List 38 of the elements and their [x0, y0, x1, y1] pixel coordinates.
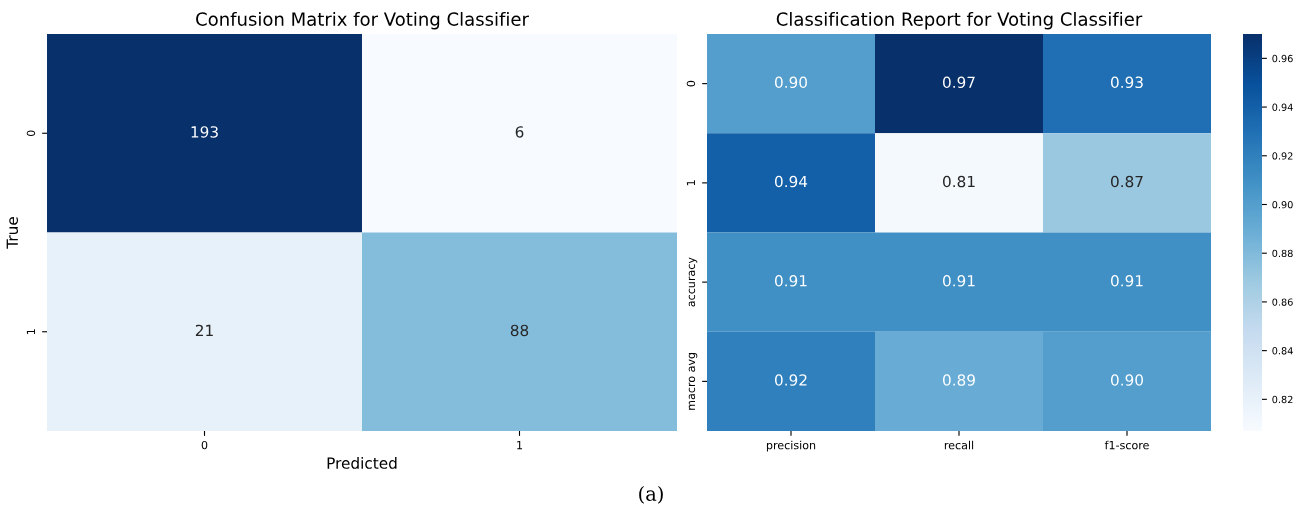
- x-tick-label: 1: [517, 441, 523, 450]
- data-label: 193: [191, 126, 218, 138]
- chart-title: Confusion Matrix for Voting Classifier: [196, 11, 529, 30]
- x-tick-label: f1-score: [1104, 440, 1149, 450]
- x-axis-title: Predicted: [327, 457, 397, 469]
- color-bar-label: 0.88: [1272, 249, 1293, 258]
- color-bar-label: 0.90: [1272, 200, 1293, 209]
- data-label: 0.90: [775, 76, 807, 89]
- x-tick-label: precision: [766, 440, 816, 452]
- color-bar-label: 0.82: [1272, 395, 1293, 404]
- color-bar-label: 0.96: [1272, 54, 1293, 63]
- data-label: 0.92: [775, 374, 807, 386]
- color-bar-label: 0.92: [1272, 152, 1293, 160]
- y-axis-title: True: [6, 217, 19, 249]
- data-label: 6: [515, 126, 524, 138]
- data-label: 0.93: [1111, 76, 1143, 89]
- color-bar-label: 0.84: [1272, 347, 1293, 355]
- data-label: 0.89: [943, 374, 975, 386]
- chart-title: Classification Report for Voting Classifier: [776, 11, 1143, 30]
- x-tick-label: recall: [944, 440, 974, 450]
- data-label: 0.97: [943, 76, 975, 89]
- data-label: 0.90: [1111, 374, 1143, 386]
- data-label: 0.91: [943, 275, 975, 287]
- data-label: 0.87: [1111, 175, 1143, 188]
- data-label: 21: [195, 324, 213, 336]
- data-label: 0.81: [943, 175, 975, 188]
- data-label: 0.91: [775, 275, 807, 287]
- data-label: 0.94: [775, 175, 808, 188]
- data-label: 88: [510, 324, 529, 337]
- data-label: 0.91: [1111, 275, 1143, 287]
- x-tick-label: 0: [201, 440, 208, 450]
- y-tick-label: 0: [686, 80, 696, 87]
- text: (a): [639, 485, 663, 504]
- y-tick-label: macro avg: [688, 352, 698, 410]
- y-tick-label: accuracy: [688, 257, 698, 307]
- color-bar-label: 0.94: [1272, 103, 1293, 111]
- y-tick-label: 1: [686, 180, 695, 186]
- color-bar-label: 0.86: [1272, 298, 1293, 306]
